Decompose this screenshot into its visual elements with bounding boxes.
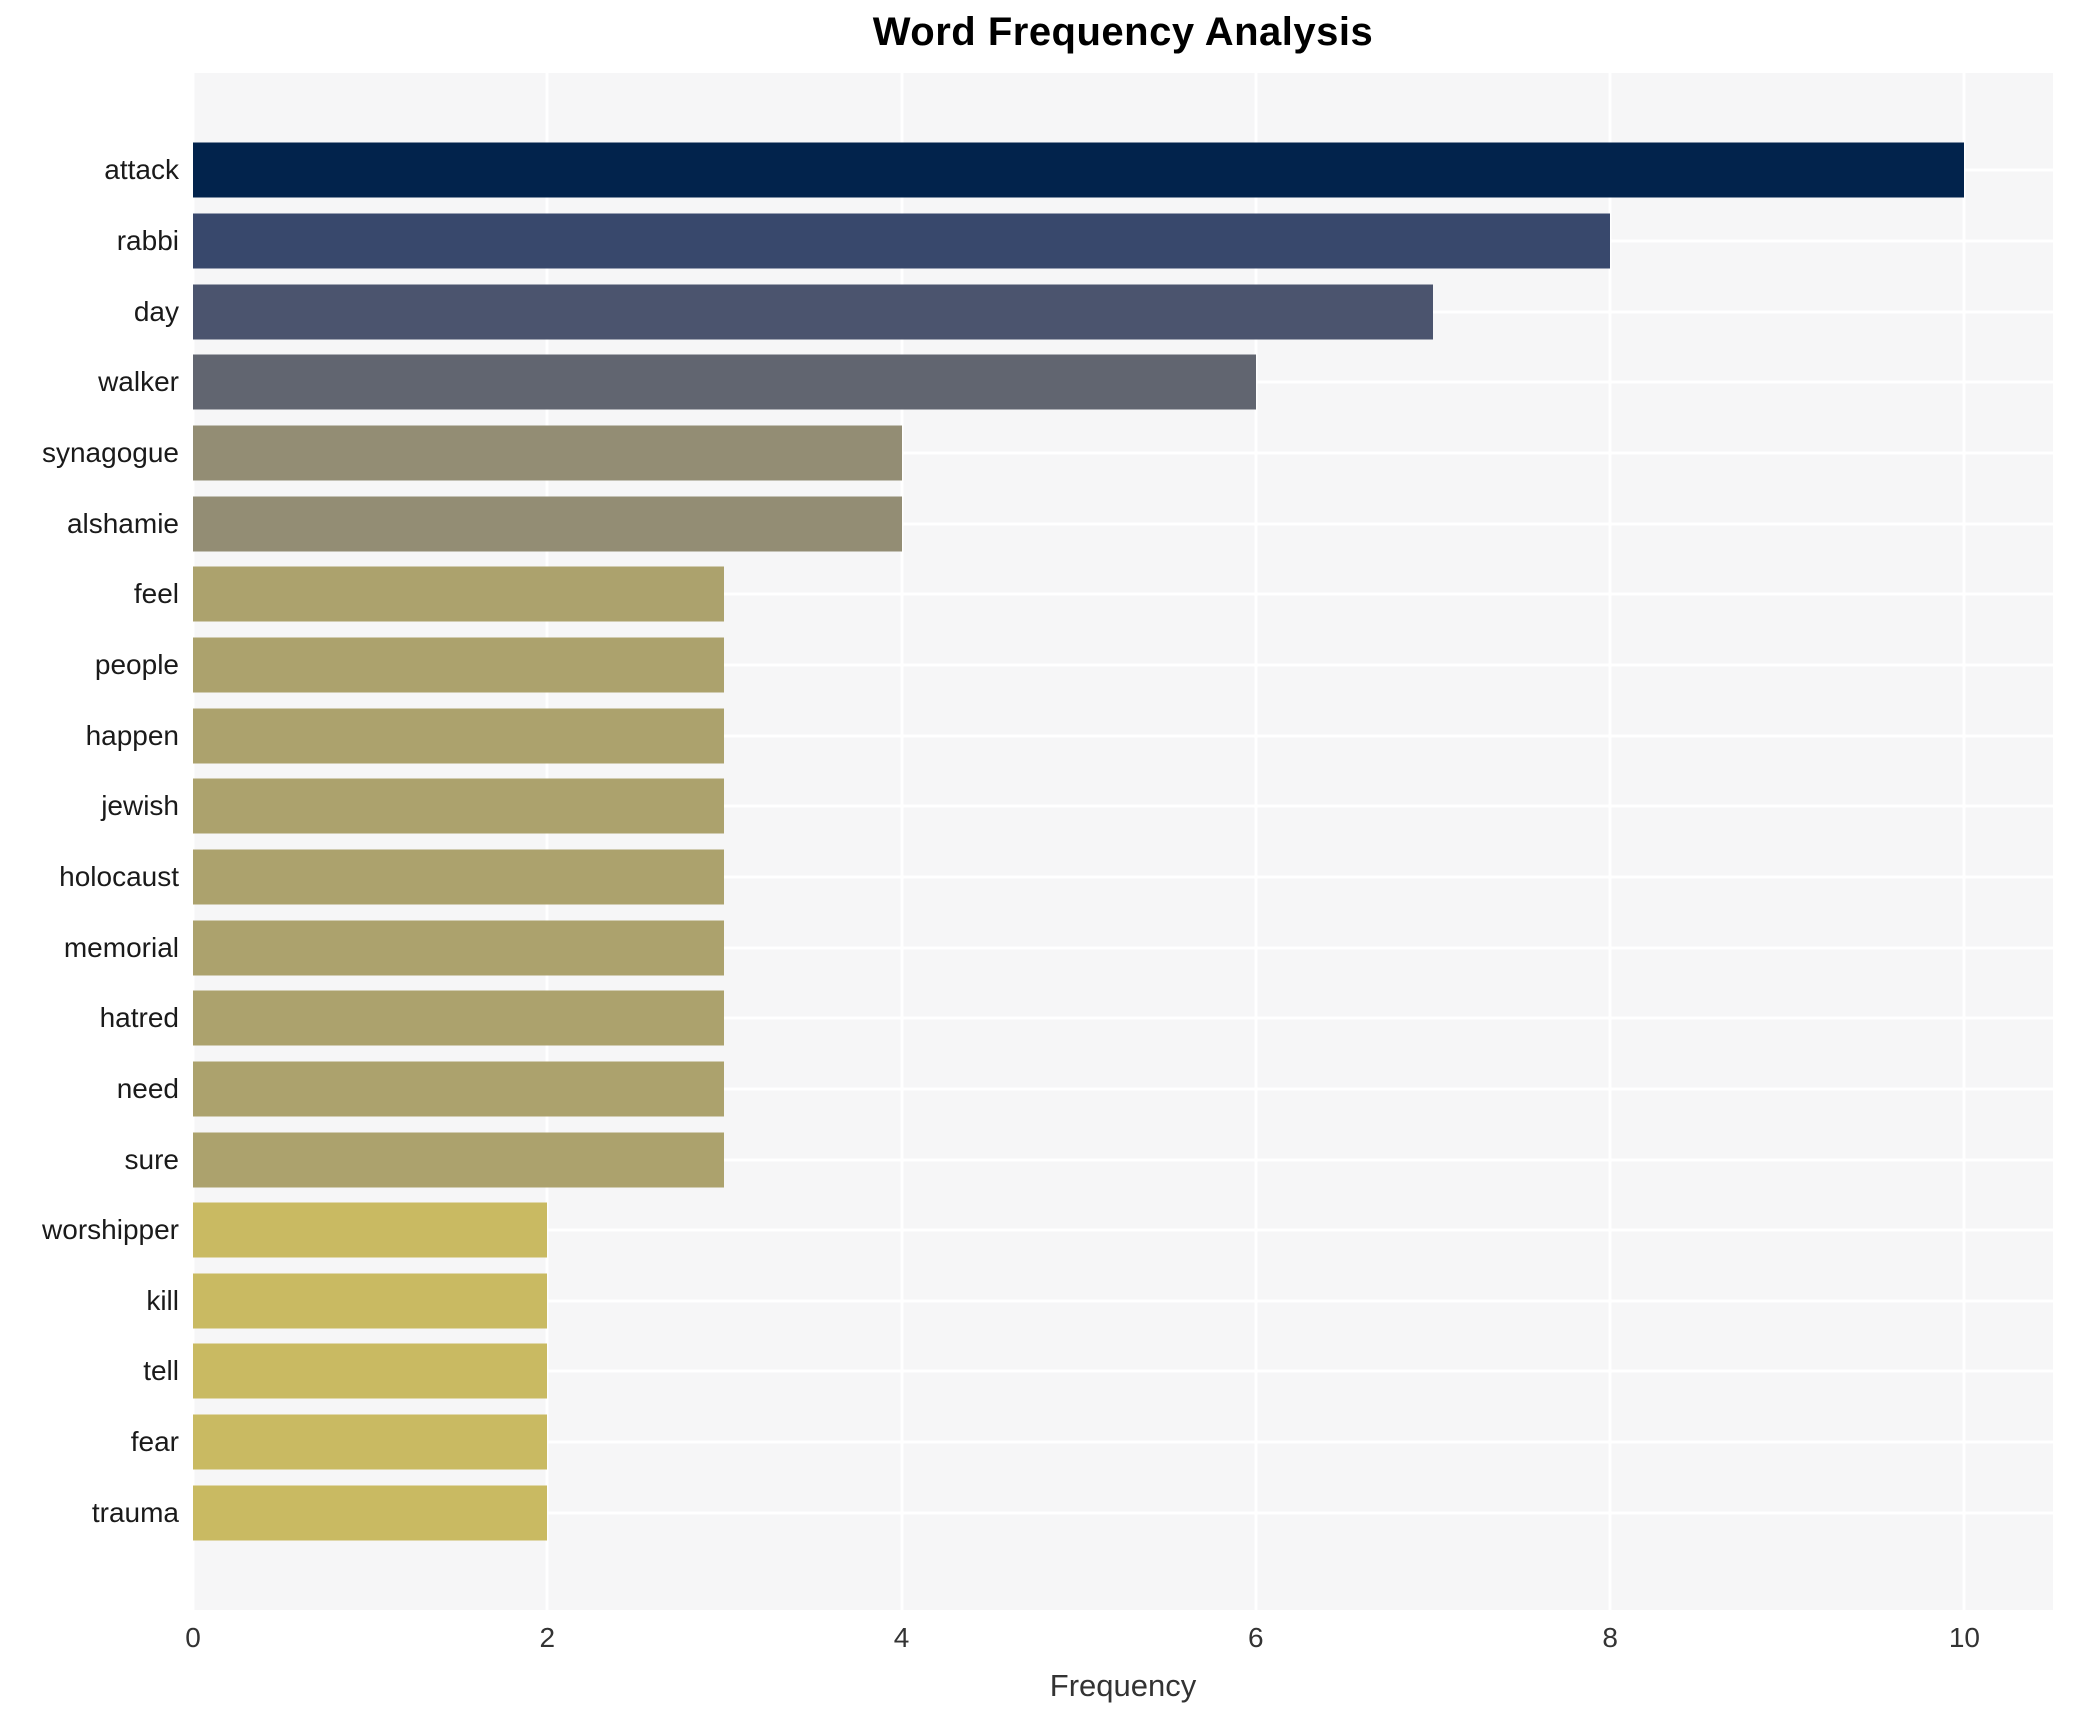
bar-row: kill (146, 1266, 2053, 1337)
bar-people (193, 637, 725, 693)
category-label-synagogue: synagogue (41, 436, 179, 468)
gridline-y (193, 663, 2053, 667)
bar-trauma (193, 1485, 548, 1541)
category-label-tell: tell (143, 1355, 179, 1387)
bar-row: holocaust (59, 842, 2053, 913)
bar-kill (193, 1273, 548, 1329)
category-label-happen: happen (85, 719, 179, 751)
gridline-x-2 (545, 73, 549, 1610)
category-label-rabbi: rabbi (116, 224, 179, 256)
bar-row: day (134, 276, 2053, 347)
gridline-y (193, 592, 2053, 596)
gridline-y (193, 1369, 2053, 1373)
bar-row: happen (86, 700, 2053, 771)
bar-day (193, 284, 1433, 340)
gridline-y (193, 946, 2053, 950)
bar-rows: attack rabbi day walker synagogue alshamie fee… (42, 73, 2053, 1610)
gridline-x-8 (1608, 73, 1612, 1610)
bar-fear (193, 1414, 548, 1470)
x-tick-label-8: 8 (1602, 1622, 1618, 1653)
bar-row: jewish (101, 771, 2053, 842)
bar-worshipper (193, 1202, 548, 1258)
bar-feel (193, 566, 725, 622)
x-tick-label-10: 10 (1948, 1622, 1980, 1653)
category-label-holocaust: holocaust (59, 860, 179, 892)
gridline-x-4 (900, 73, 904, 1610)
bar-alshamie (193, 496, 902, 552)
gridline-x-6 (1254, 73, 1258, 1610)
gridline-y (193, 734, 2053, 738)
bar-hatred (193, 990, 725, 1046)
category-label-kill: kill (146, 1284, 179, 1316)
category-label-need: need (116, 1072, 179, 1104)
bar-row: hatred (100, 983, 2053, 1054)
category-label-walker: walker (98, 366, 179, 398)
bar-jewish (193, 778, 725, 834)
gridline-y (193, 1299, 2053, 1303)
bar-row: people (95, 630, 2053, 701)
gridline-y (193, 875, 2053, 879)
category-label-worshipper: worshipper (42, 1214, 179, 1246)
bar-holocaust (193, 849, 725, 905)
x-tick-label-0: 0 (185, 1622, 201, 1653)
bar-row: need (117, 1054, 2053, 1125)
bar-row: memorial (64, 912, 2053, 983)
bar-row: attack (104, 135, 2053, 206)
bar-happen (193, 708, 725, 764)
category-label-hatred: hatred (99, 1002, 179, 1034)
bar-row: trauma (92, 1477, 2053, 1548)
x-tick-label-2: 2 (539, 1622, 556, 1653)
bar-attack (193, 142, 1965, 198)
gridline-x-0 (191, 73, 195, 1610)
bar-rabbi (193, 213, 1611, 269)
bar-row: walker (98, 347, 2053, 418)
chart-title: Word Frequency Analysis (872, 10, 1374, 54)
bar-tell (193, 1343, 548, 1399)
category-label-jewish: jewish (101, 790, 179, 822)
bar-row: fear (131, 1407, 2053, 1478)
gridline-y (193, 451, 2053, 455)
x-axis-ticks: 0 2 4 6 8 10 (185, 1622, 2053, 1658)
gridline-y (193, 1511, 2053, 1515)
bar-row: synagogue (42, 418, 2053, 489)
gridline-y (193, 804, 2053, 808)
gridline-y (193, 1087, 2053, 1091)
bar-memorial (193, 920, 725, 976)
x-axis-label: Frequency (1049, 1668, 1197, 1703)
bar-need (193, 1061, 725, 1117)
bar-row: sure (125, 1124, 2053, 1195)
gridline-y (193, 1440, 2053, 1444)
category-label-people: people (94, 648, 179, 680)
category-label-feel: feel (133, 578, 179, 610)
gridline-x-10 (1962, 73, 1966, 1610)
x-tick-label-6: 6 (1248, 1622, 1264, 1653)
x-tick-label-4: 4 (893, 1622, 910, 1653)
bar-row: alshamie (67, 488, 2053, 559)
gridline-y (193, 522, 2053, 526)
bar-walker (193, 354, 1256, 410)
category-label-sure: sure (124, 1143, 179, 1175)
bar-row: tell (143, 1336, 2053, 1407)
category-label-day: day (133, 295, 179, 327)
bar-synagogue (193, 425, 902, 481)
gridline-y (193, 1158, 2053, 1162)
category-label-memorial: memorial (63, 931, 179, 963)
category-label-fear: fear (130, 1426, 179, 1458)
category-label-trauma: trauma (91, 1496, 179, 1528)
plot-area: attack rabbi day walker synagogue alshamie fee… (42, 73, 2053, 1610)
bar-row: worshipper (42, 1195, 2053, 1266)
bar-row: feel (134, 559, 2053, 630)
bar-row: rabbi (117, 206, 2053, 277)
gridline-y (193, 1016, 2053, 1020)
bar-sure (193, 1132, 725, 1188)
category-label-alshamie: alshamie (66, 507, 179, 539)
gridline-y (193, 1228, 2053, 1232)
category-label-attack: attack (104, 154, 179, 186)
